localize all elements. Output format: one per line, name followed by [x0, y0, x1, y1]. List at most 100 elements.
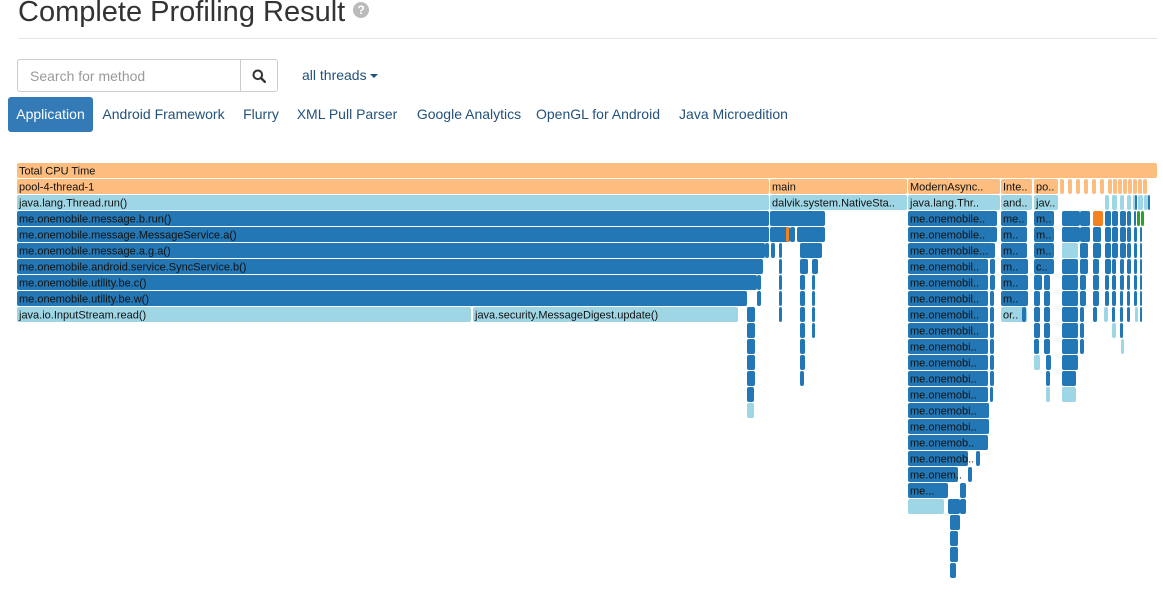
tab-java-microedition[interactable]: Java Microedition	[679, 106, 788, 122]
flame-frame-main[interactable]	[770, 211, 825, 226]
flame-frame-column-rect[interactable]	[1140, 243, 1142, 258]
flame-frame-inputstream-read-rect[interactable]	[17, 307, 471, 322]
flame-frame-inte-side[interactable]	[1022, 307, 1026, 322]
flame-frame-pool[interactable]: me.onemobile.utility.be.w()	[17, 291, 747, 306]
flame-frame-async-side[interactable]	[990, 371, 994, 386]
flame-frame-column[interactable]	[1127, 307, 1130, 322]
flame-frame-column[interactable]	[1062, 227, 1080, 242]
flame-frame-column-rect[interactable]	[1105, 243, 1111, 258]
flame-frame-pool-column-rect[interactable]	[747, 323, 755, 338]
flame-frame-column[interactable]	[1062, 371, 1076, 386]
flame-frame-nativestart-rect[interactable]	[770, 195, 907, 210]
threads-dropdown[interactable]: all threads	[302, 67, 378, 83]
flame-frame-column[interactable]	[1134, 243, 1137, 258]
flame-frame-column[interactable]	[1093, 227, 1101, 242]
flame-frame-column-fw-rect[interactable]	[1127, 195, 1131, 210]
flame-frame-column-rect[interactable]	[1105, 227, 1111, 242]
flame-frame-async-rect[interactable]	[908, 307, 988, 322]
flame-frame-inte[interactable]: me..	[1001, 211, 1027, 226]
flame-frame-pool-rect[interactable]	[17, 227, 769, 242]
flame-frame-main-rect[interactable]	[812, 259, 818, 274]
flame-frame-column-rect[interactable]	[1062, 275, 1078, 290]
flame-frame-async-side-rect[interactable]	[990, 323, 994, 338]
flame-frame-po-side-rect[interactable]	[1046, 371, 1050, 386]
flame-frame-column-rect[interactable]	[1140, 259, 1142, 274]
flame-frame-main-rect[interactable]	[800, 291, 805, 306]
flame-frame-column-rect[interactable]	[1062, 211, 1080, 226]
flame-frame-po-side-rect[interactable]	[1034, 291, 1040, 306]
flame-frame-column-rect[interactable]	[1105, 259, 1111, 274]
flame-frame-column-rect[interactable]	[1127, 291, 1130, 306]
flame-frame-column-fw[interactable]	[1127, 195, 1131, 210]
flame-frame-column-rect[interactable]	[1140, 307, 1142, 322]
flame-root[interactable]: Total CPU Time	[17, 163, 1157, 178]
flame-frame-async-tail[interactable]	[976, 451, 980, 466]
flame-thread-modernasync-rect[interactable]	[908, 179, 1000, 194]
flame-frame-column-rect[interactable]	[1080, 243, 1088, 258]
flame-frame-column-rect[interactable]	[1080, 339, 1084, 354]
flame-frame-column-rect[interactable]	[1105, 291, 1109, 306]
flame-frame-async-tail[interactable]	[950, 515, 960, 530]
flame-frame-async-side-rect[interactable]	[990, 259, 995, 274]
flame-frame-inte-side[interactable]	[1022, 291, 1028, 306]
flame-frame-pool-column[interactable]	[747, 371, 755, 386]
flame-frame-pool-rect[interactable]	[17, 259, 763, 274]
flame-frame-pool-column-rect[interactable]	[747, 371, 755, 386]
flame-frame-column-rect[interactable]	[1093, 291, 1099, 306]
flame-frame-po-side[interactable]	[1044, 291, 1050, 306]
flame-frame-inte-rect[interactable]	[1001, 291, 1027, 306]
flame-frame-pool-column-rect[interactable]	[779, 243, 782, 258]
flame-frame-pool-column[interactable]	[747, 403, 754, 418]
flame-frame-async-rect[interactable]	[908, 323, 988, 338]
flame-frame-column-fw-rect[interactable]	[1144, 195, 1148, 210]
flame-thread-sliver-rect[interactable]	[1143, 179, 1147, 194]
flame-frame-column[interactable]	[1105, 243, 1111, 258]
flame-frame-async-side[interactable]	[990, 243, 995, 258]
flame-frame-column-leaf[interactable]	[1104, 307, 1108, 322]
flame-frame-pool-column[interactable]	[779, 275, 782, 290]
flame-frame-async-side[interactable]	[990, 211, 997, 226]
flame-frame-column-rect[interactable]	[1134, 243, 1137, 258]
flame-frame-pool-column-rect[interactable]	[757, 259, 761, 274]
flame-frame-async-leaf-rect[interactable]	[908, 499, 944, 514]
flame-thread-sliver-rect[interactable]	[1108, 179, 1112, 194]
flame-frame-main-rect[interactable]	[812, 275, 815, 290]
flame-frame-pool-column-rect[interactable]	[765, 243, 769, 258]
flame-frame-column-rect[interactable]	[1120, 259, 1124, 274]
flame-frame-async-side-rect[interactable]	[990, 227, 997, 242]
flame-frame-po-side[interactable]	[1044, 275, 1050, 290]
flame-frame-inte[interactable]: m..	[1001, 227, 1027, 242]
flame-frame-column-rect[interactable]	[1093, 307, 1097, 322]
flame-thread-sliver[interactable]	[1092, 179, 1096, 194]
flame-frame-po-side-rect[interactable]	[1044, 291, 1050, 306]
flame-frame-inte-rect[interactable]	[1001, 243, 1027, 258]
flame-frame-inputstream-read[interactable]: java.io.InputStream.read()	[17, 307, 471, 322]
flame-frame-main-rect[interactable]	[812, 291, 815, 306]
flame-thread-inte-rect[interactable]	[1001, 179, 1032, 194]
flame-frame-async-side-rect[interactable]	[990, 371, 994, 386]
flame-frame-column-rect[interactable]	[1080, 307, 1084, 322]
flame-thread-sliver[interactable]	[1060, 179, 1064, 194]
flame-frame-async[interactable]: me.onemobi..	[908, 419, 988, 434]
flame-frame-column-fw-rect[interactable]	[1112, 195, 1117, 210]
flame-frame-column[interactable]	[1080, 227, 1090, 242]
flame-frame-async-side-rect[interactable]	[990, 211, 997, 226]
flame-thread-sliver-rect[interactable]	[1118, 179, 1122, 194]
flame-frame-column-rect[interactable]	[1134, 291, 1137, 306]
flame-frame-inte-rect[interactable]	[1001, 275, 1027, 290]
flame-frame-main-rect[interactable]	[812, 323, 815, 338]
flame-frame-column-rect[interactable]	[1120, 243, 1126, 258]
flame-frame-pool-column-rect[interactable]	[779, 259, 782, 274]
flame-frame-async-tail[interactable]	[986, 403, 989, 418]
flame-frame-column[interactable]	[1140, 291, 1142, 306]
flame-frame-async-side-rect[interactable]	[990, 243, 995, 258]
flame-frame-po-rect[interactable]	[1034, 195, 1058, 210]
flame-frame-column[interactable]	[1120, 307, 1123, 322]
flame-frame-column-rect[interactable]	[1148, 195, 1150, 210]
flame-frame-async[interactable]: me.onemobi..	[908, 355, 988, 370]
flame-frame-async-tail[interactable]	[960, 499, 966, 514]
flame-thread-sliver[interactable]	[1084, 179, 1088, 194]
flame-frame-pool[interactable]: me.onemobile.message.b.run()	[17, 211, 769, 226]
flame-frame-pool-column[interactable]	[747, 355, 755, 370]
flame-frame-column[interactable]	[1080, 307, 1084, 322]
